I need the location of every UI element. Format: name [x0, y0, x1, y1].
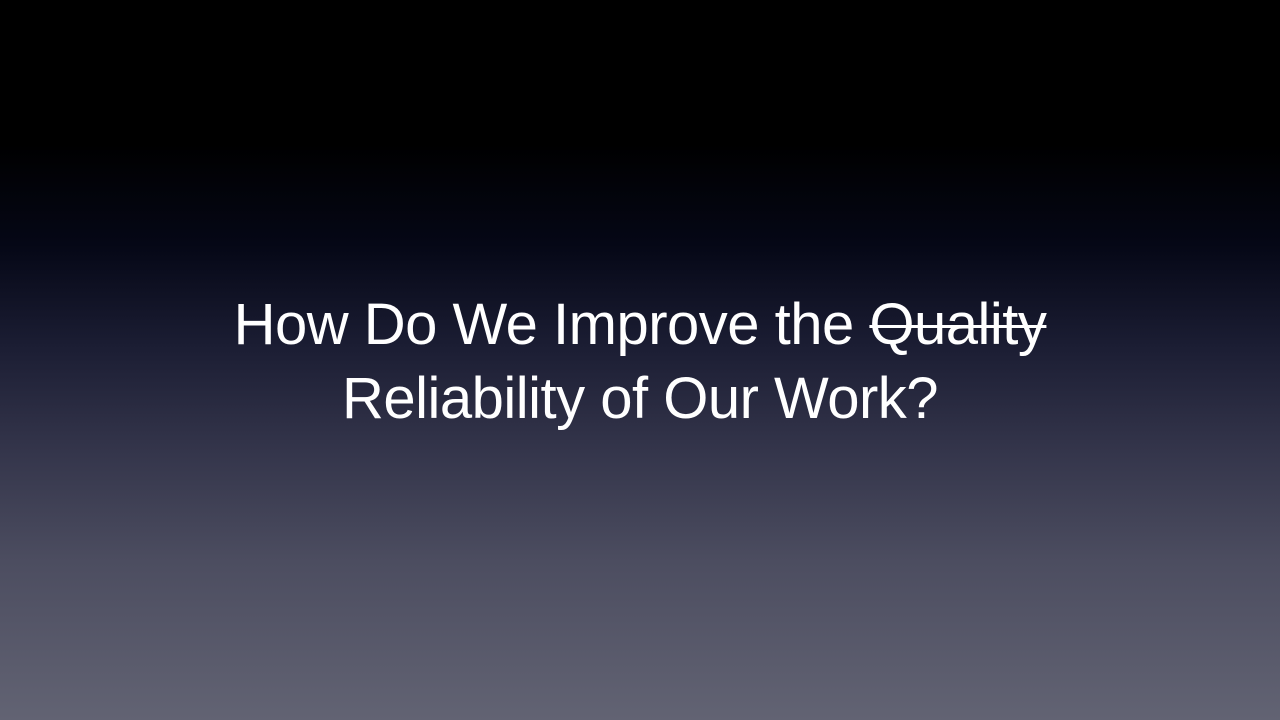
title-line-2: Reliability of Our Work?	[341, 366, 939, 431]
title-line-1: How Do We Improve the Quality	[0, 288, 1280, 362]
struck-through-word: Quality	[869, 292, 1047, 357]
title-line-1-text: How Do We Improve the	[233, 292, 870, 357]
slide-title: How Do We Improve the Quality Reliabilit…	[0, 288, 1280, 436]
